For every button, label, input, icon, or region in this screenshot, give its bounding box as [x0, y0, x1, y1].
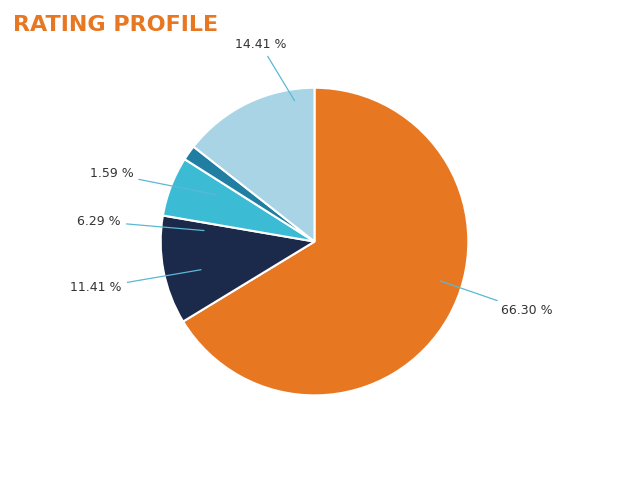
Text: 11.41 %: 11.41 %: [70, 270, 201, 294]
Wedge shape: [160, 215, 314, 321]
Text: 66.30 %: 66.30 %: [440, 281, 553, 317]
Text: 14.41 %: 14.41 %: [235, 38, 294, 101]
Wedge shape: [183, 88, 469, 395]
Text: 6.29 %: 6.29 %: [77, 215, 204, 231]
Wedge shape: [185, 146, 314, 242]
Text: 1.59 %: 1.59 %: [89, 168, 216, 195]
Wedge shape: [163, 159, 314, 242]
Wedge shape: [194, 88, 314, 242]
Text: RATING PROFILE: RATING PROFILE: [13, 15, 218, 35]
